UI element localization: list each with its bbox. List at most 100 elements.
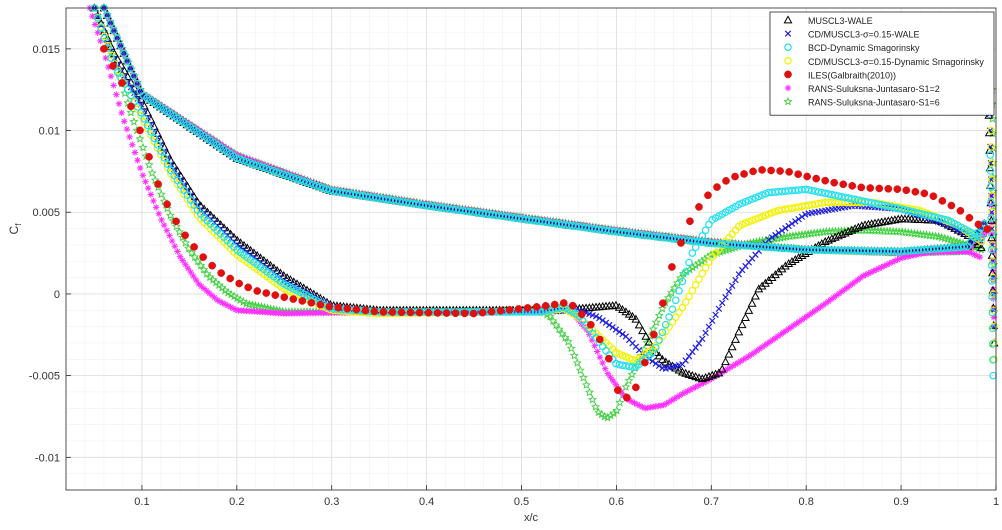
data-point	[133, 89, 143, 98]
data-point	[119, 66, 129, 75]
data-point	[857, 183, 866, 192]
data-point	[714, 368, 724, 377]
data-point	[899, 254, 907, 261]
data-point	[749, 167, 757, 176]
data-point	[654, 310, 664, 320]
data-point	[581, 380, 591, 389]
data-point	[123, 85, 132, 94]
data-point	[286, 172, 294, 181]
data-point	[216, 298, 224, 305]
data-point	[718, 246, 728, 256]
data-point	[120, 49, 128, 58]
data-point	[700, 254, 710, 264]
data-point	[606, 410, 616, 420]
data-point	[187, 268, 194, 276]
data-point	[302, 178, 311, 187]
data-point	[628, 363, 637, 371]
data-point	[907, 252, 914, 260]
data-point	[312, 181, 321, 190]
data-point	[230, 305, 237, 312]
data-point	[820, 237, 830, 246]
data-point	[769, 336, 776, 344]
data-point	[557, 328, 567, 338]
data-point	[599, 359, 606, 367]
data-point	[167, 110, 174, 117]
data-point	[830, 232, 840, 241]
data-point	[787, 257, 797, 266]
data-point	[709, 317, 716, 325]
data-point	[269, 167, 278, 175]
y-tick-label: 0	[54, 289, 60, 301]
data-point	[782, 225, 789, 232]
data-point	[785, 231, 795, 241]
y-axis-ticks: -0.01 -0.005 0 0.005 0.01 0.015	[29, 44, 71, 464]
data-point	[983, 225, 992, 233]
data-point	[133, 79, 141, 88]
data-point	[681, 298, 690, 306]
data-point	[673, 393, 681, 401]
y-tick-label: 0.005	[32, 207, 60, 219]
data-point	[801, 314, 808, 322]
data-point	[135, 134, 145, 143]
data-point	[894, 256, 901, 263]
data-point	[850, 224, 860, 233]
data-point	[631, 314, 641, 323]
data-point	[744, 196, 753, 205]
data-point	[878, 264, 885, 271]
data-point	[199, 253, 207, 261]
data-point	[235, 279, 244, 288]
data-point	[137, 164, 144, 172]
data-point	[685, 353, 693, 360]
data-point	[837, 229, 847, 238]
data-point	[219, 299, 226, 307]
data-point	[666, 288, 676, 297]
data-point	[203, 287, 210, 295]
data-point	[964, 248, 971, 255]
data-point	[689, 348, 696, 356]
data-point	[505, 306, 514, 314]
data-point	[988, 293, 996, 301]
data-point	[622, 393, 631, 402]
data-point	[236, 238, 246, 247]
data-point	[190, 126, 197, 133]
data-point	[774, 333, 782, 340]
data-point	[309, 180, 318, 189]
data-point	[713, 183, 721, 191]
data-point	[672, 278, 683, 287]
data-point	[771, 207, 780, 216]
data-point	[545, 312, 555, 321]
data-point	[692, 344, 699, 351]
y-tick-label: -0.01	[35, 452, 60, 464]
data-point	[227, 303, 234, 311]
data-point	[588, 336, 596, 344]
data-point	[758, 191, 766, 199]
data-point	[174, 248, 181, 255]
data-point	[153, 140, 162, 149]
data-point	[886, 260, 893, 267]
data-point	[569, 350, 579, 360]
data-point	[642, 337, 652, 347]
data-point	[838, 288, 845, 295]
data-point	[767, 166, 775, 175]
legend-marker	[784, 43, 792, 52]
data-point	[873, 218, 883, 227]
data-point	[682, 266, 692, 276]
x-tick-label: 0.8	[799, 496, 814, 508]
data-point	[379, 308, 388, 316]
x-tick-label: 1	[993, 496, 999, 508]
data-point	[116, 60, 126, 69]
data-point	[803, 229, 813, 238]
data-point	[853, 222, 863, 231]
data-point	[282, 171, 291, 180]
legend-item: ILES(Galbraith(2010))	[784, 70, 896, 80]
data-point	[748, 351, 755, 358]
data-point	[803, 312, 811, 320]
data-point	[676, 392, 683, 399]
data-point	[200, 285, 208, 292]
data-point	[880, 216, 890, 225]
data-point	[987, 214, 995, 222]
data-point	[572, 358, 582, 367]
data-point	[252, 161, 261, 169]
data-point	[956, 206, 965, 215]
plot-frame	[65, 7, 997, 491]
